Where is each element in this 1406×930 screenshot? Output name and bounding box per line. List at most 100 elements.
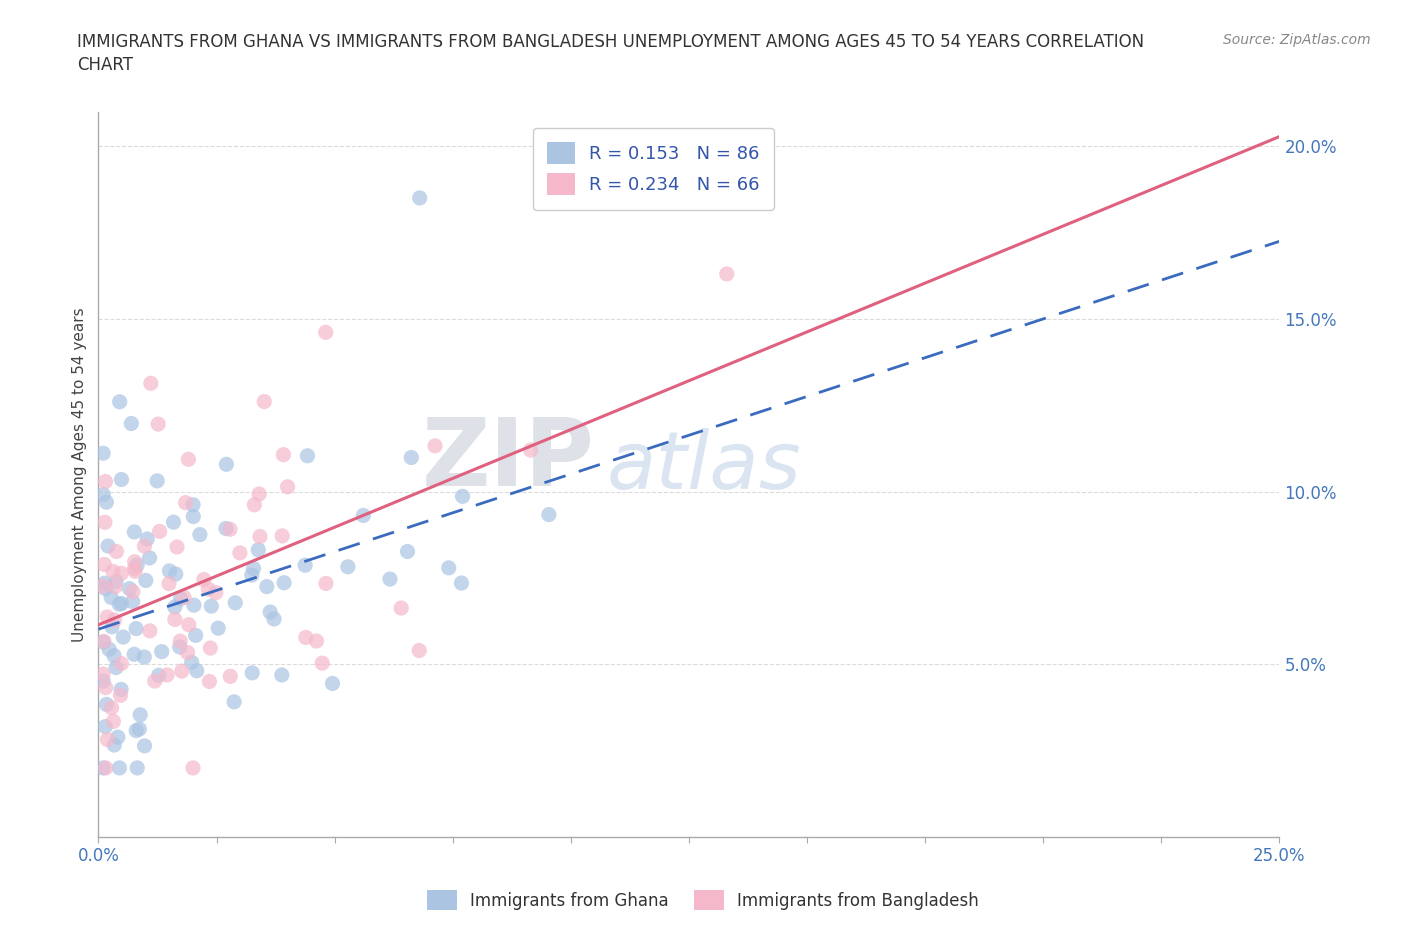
Point xyxy=(184,628,207,643)
Point xyxy=(215,521,238,536)
Point xyxy=(108,597,131,612)
Point xyxy=(93,634,115,649)
Text: CHART: CHART xyxy=(77,56,134,73)
Point xyxy=(122,647,145,662)
Point xyxy=(253,394,276,409)
Point xyxy=(94,474,117,489)
Point xyxy=(100,700,122,715)
Point xyxy=(224,695,246,710)
Point xyxy=(110,657,132,671)
Point xyxy=(124,525,146,539)
Point xyxy=(157,577,180,591)
Point xyxy=(91,445,114,460)
Point xyxy=(94,761,117,776)
Point xyxy=(110,566,132,581)
Point xyxy=(277,479,299,494)
Point xyxy=(169,633,191,648)
Point xyxy=(150,644,173,659)
Point xyxy=(176,645,198,660)
Point xyxy=(305,633,328,648)
Point xyxy=(94,581,117,596)
Point xyxy=(408,191,430,206)
Point xyxy=(146,473,169,488)
Point xyxy=(148,668,170,683)
Legend: Immigrants from Ghana, Immigrants from Bangladesh: Immigrants from Ghana, Immigrants from B… xyxy=(420,884,986,917)
Point xyxy=(134,738,156,753)
Point xyxy=(207,620,229,635)
Point xyxy=(188,527,211,542)
Point xyxy=(311,656,333,671)
Point xyxy=(149,524,172,538)
Y-axis label: Unemployment Among Ages 45 to 54 years: Unemployment Among Ages 45 to 54 years xyxy=(72,307,87,642)
Point xyxy=(336,559,359,574)
Point xyxy=(134,650,156,665)
Point xyxy=(101,564,124,578)
Point xyxy=(215,457,238,472)
Point xyxy=(162,514,184,529)
Point xyxy=(247,486,270,501)
Point xyxy=(204,585,226,600)
Point xyxy=(173,590,195,604)
Point xyxy=(273,576,295,591)
Point xyxy=(271,528,294,543)
Point xyxy=(156,668,179,683)
Point xyxy=(163,600,186,615)
Point xyxy=(100,590,122,604)
Point xyxy=(124,561,146,576)
Point xyxy=(91,487,114,502)
Point xyxy=(177,618,200,632)
Point xyxy=(125,724,148,738)
Point xyxy=(163,612,186,627)
Point xyxy=(139,623,162,638)
Point xyxy=(321,676,343,691)
Point xyxy=(94,515,117,530)
Point xyxy=(110,472,132,487)
Point xyxy=(129,708,152,723)
Point xyxy=(240,666,263,681)
Point xyxy=(91,667,114,682)
Point xyxy=(98,642,121,657)
Point xyxy=(94,719,117,734)
Point xyxy=(97,538,120,553)
Point xyxy=(437,561,460,576)
Point xyxy=(256,579,278,594)
Point xyxy=(229,546,252,561)
Point xyxy=(197,581,219,596)
Point xyxy=(96,495,118,510)
Point xyxy=(181,761,204,776)
Point xyxy=(91,578,114,593)
Point xyxy=(396,544,419,559)
Point xyxy=(110,596,132,611)
Point xyxy=(401,450,423,465)
Point xyxy=(270,668,292,683)
Point xyxy=(243,498,266,512)
Point xyxy=(91,761,114,776)
Point xyxy=(169,591,191,606)
Point xyxy=(105,660,128,675)
Point xyxy=(200,641,222,656)
Point xyxy=(169,640,191,655)
Point xyxy=(198,674,221,689)
Point xyxy=(315,325,337,339)
Point xyxy=(177,452,200,467)
Point xyxy=(450,576,472,591)
Point xyxy=(273,447,295,462)
Point xyxy=(451,489,474,504)
Text: Source: ZipAtlas.com: Source: ZipAtlas.com xyxy=(1223,33,1371,46)
Point xyxy=(537,507,560,522)
Point xyxy=(112,630,135,644)
Point xyxy=(519,443,541,458)
Point xyxy=(118,581,141,596)
Point xyxy=(166,539,188,554)
Point xyxy=(107,730,129,745)
Point xyxy=(408,643,430,658)
Point xyxy=(125,621,148,636)
Text: atlas: atlas xyxy=(606,428,801,506)
Point xyxy=(297,448,319,463)
Point xyxy=(96,732,118,747)
Point xyxy=(174,495,197,510)
Point xyxy=(122,584,145,599)
Point xyxy=(138,551,160,565)
Point xyxy=(219,522,242,537)
Point xyxy=(108,394,131,409)
